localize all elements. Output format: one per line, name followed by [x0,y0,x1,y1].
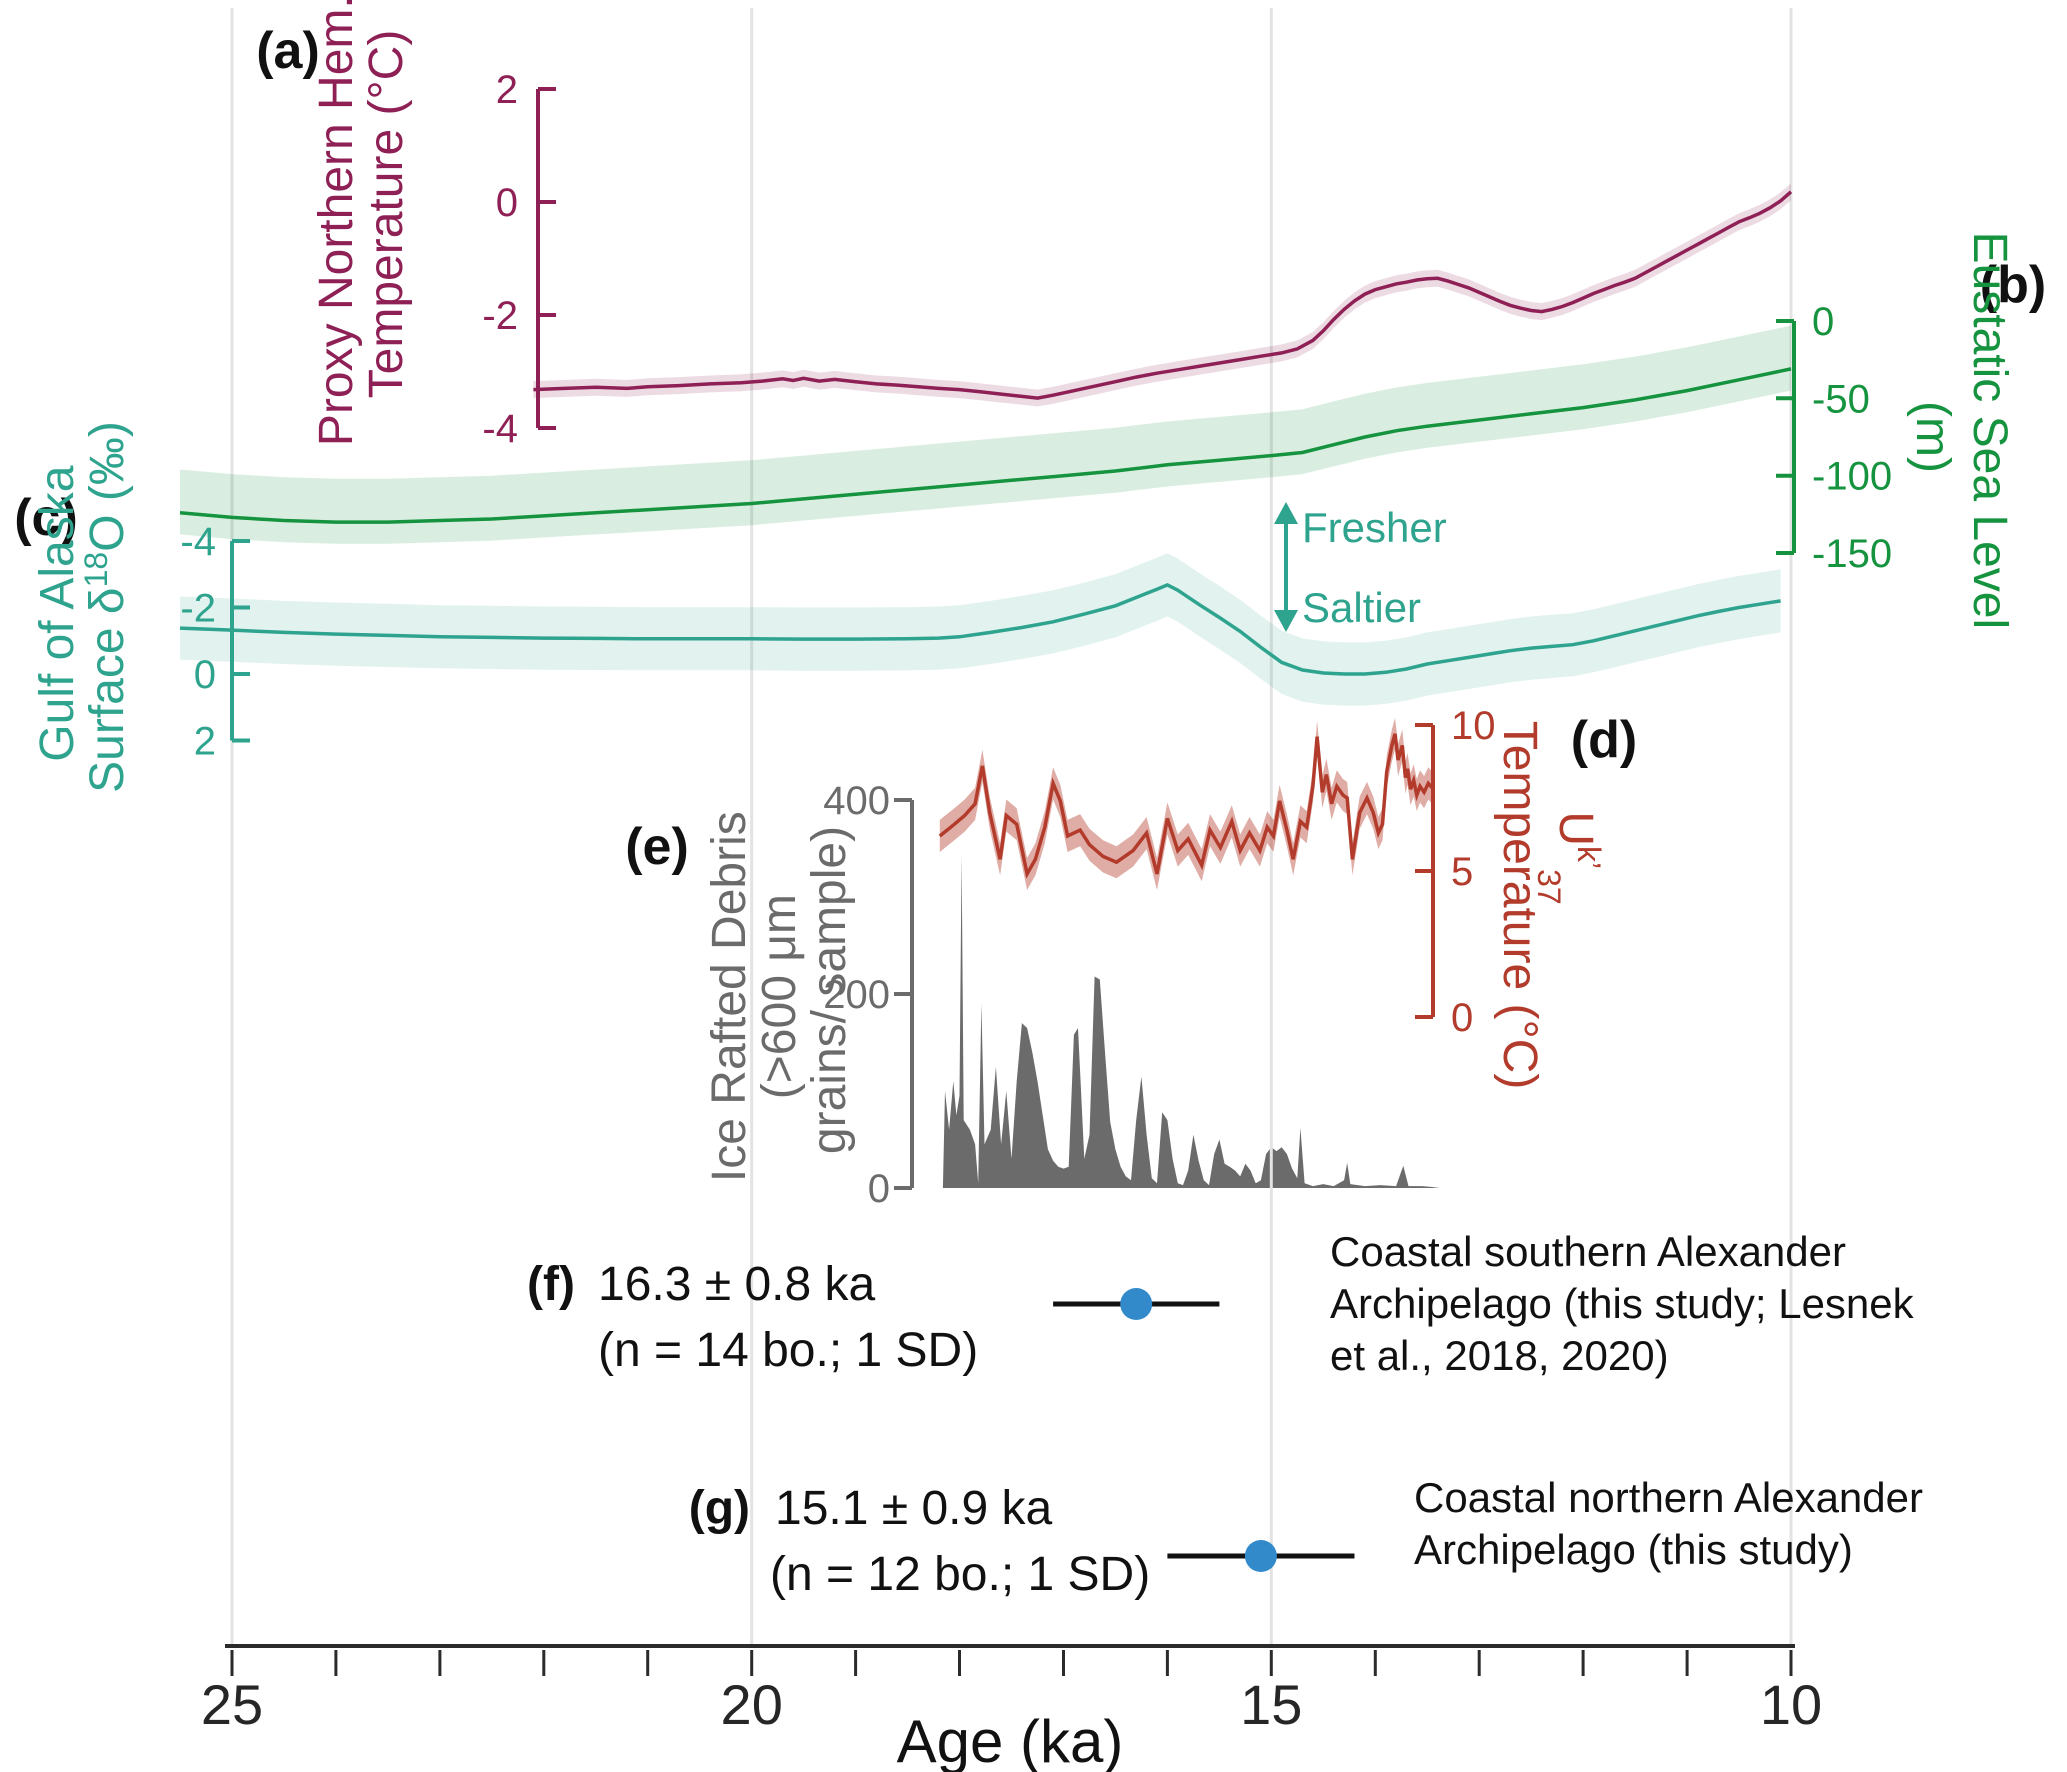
age-dot-f [1120,1288,1153,1320]
age-g-value: 15.1 ± 0.9 ka [775,1482,1053,1535]
saltier-label: Saltier [1302,584,1421,631]
age-g-n: (n = 12 bo.; 1 SD) [770,1548,1150,1601]
site-f-line1: Coastal southern Alexander [1330,1228,1846,1275]
tick-label-e: 200 [823,973,890,1017]
axis-title-proxy-temp: Proxy Northern Hem. Temperature (°C) [310,0,413,446]
tick-label-e: 400 [823,779,890,823]
d18o-line [179,582,1781,676]
site-f-line2: Archipelago (this study; Lesnek [1330,1280,1915,1327]
axis-title-uk37-temperature: Temperature (°C) [1493,721,1546,1090]
x-tick-label-25: 25 [201,1673,263,1736]
tick-label-a: -4 [482,407,518,451]
proxy-temp-band [533,183,1791,407]
x-tick-label-20: 20 [721,1673,783,1736]
age-marker-f: (f) 16.3 ± 0.8 ka (n = 14 bo.; 1 SD) Coa… [527,1228,1915,1379]
tick-label-b: -50 [1812,377,1870,421]
tick-label-a: 0 [496,181,518,225]
tick-label-a: 2 [496,68,518,112]
ird-area-series [942,855,1440,1188]
panel-letter-c: (c) [14,489,78,547]
axis-d: 10 5 0 [1415,704,1496,1040]
tick-label-d: 0 [1451,996,1473,1040]
tick-label-b: 0 [1812,300,1834,344]
axis-c: -4 -2 0 2 [180,520,250,764]
d18o-band [180,553,1781,706]
panel-letter-d: (d) [1571,711,1637,769]
tick-label-c: 2 [194,720,216,764]
age-dot-g [1244,1540,1277,1572]
tick-label-a: -2 [482,294,518,338]
panel-letter-g: (g) [689,1482,750,1535]
sea-level-band [180,325,1791,544]
site-g-line1: Coastal northern Alexander [1414,1474,1923,1521]
axis-b: 0 -50 -100 -150 [1776,300,1892,576]
axis-a: 2 0 -2 -4 [482,68,556,451]
x-tick-label-15: 15 [1240,1673,1302,1736]
panel-letter-b: (b) [1980,256,2046,314]
x-axis-title: Age (ka) [897,1708,1124,1772]
panel-letter-e: (e) [625,818,689,876]
axis-title-sea-level: Eustatic Sea Level (m) [1906,232,2016,643]
arrow-up-icon [1274,502,1298,524]
x-axis: 25 20 15 10 [201,1644,1822,1736]
tick-label-d: 10 [1451,704,1496,748]
age-f-n: (n = 14 bo.; 1 SD) [598,1324,978,1377]
axis-title-ird: Ice Rafted Debris (>600 μm grains/ sampl… [703,798,856,1182]
axis-title-uk37-symbol: Uk’37 [1531,811,1607,904]
tick-label-c: -2 [180,587,216,631]
age-marker-g: (g) 15.1 ± 0.9 ka (n = 12 bo.; 1 SD) Coa… [689,1474,1923,1601]
tick-label-c: 0 [194,653,216,697]
tick-label-b: -150 [1812,532,1892,576]
panel-letter-a: (a) [256,22,320,80]
age-gridlines [230,8,1793,1646]
fresher-label: Fresher [1302,504,1447,551]
uk37-band [939,717,1434,890]
sea-level-line [179,367,1792,524]
axis-title-d18o: Gulf of Alaska Surface δ18O (‰) [31,421,134,793]
uk37-line [938,733,1435,879]
tick-label-d: 5 [1451,850,1473,894]
age-f-value: 16.3 ± 0.8 ka [598,1258,876,1311]
x-tick-label-10: 10 [1760,1673,1822,1736]
tick-label-b: -100 [1812,455,1892,499]
tick-label-e: 0 [868,1167,890,1211]
axis-e: 400 200 0 [823,779,914,1211]
tick-label-c: -4 [180,520,216,564]
panel-letter-f: (f) [527,1258,575,1311]
arrow-down-icon [1274,610,1298,632]
proxy-temp-line [533,190,1793,400]
salinity-direction-annotation: Fresher Saltier [1274,502,1447,632]
site-f-line3: et al., 2018, 2020) [1330,1332,1669,1379]
site-g-line2: Archipelago (this study) [1414,1526,1853,1573]
